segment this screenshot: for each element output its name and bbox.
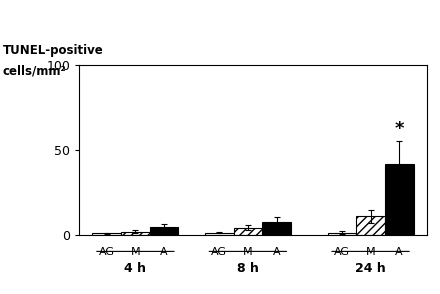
Text: AG: AG bbox=[211, 247, 227, 257]
Text: A: A bbox=[273, 247, 280, 257]
Text: 24 h: 24 h bbox=[355, 263, 386, 275]
Text: A: A bbox=[396, 247, 403, 257]
Bar bbox=[385, 163, 414, 235]
Text: TUNEL-positive: TUNEL-positive bbox=[3, 44, 103, 57]
Text: AG: AG bbox=[334, 247, 350, 257]
Text: M: M bbox=[366, 247, 375, 257]
Text: 4 h: 4 h bbox=[125, 263, 147, 275]
Bar bbox=[328, 233, 356, 235]
Text: A: A bbox=[160, 247, 168, 257]
Text: 8 h: 8 h bbox=[237, 263, 259, 275]
Bar bbox=[205, 233, 234, 235]
Bar bbox=[234, 228, 262, 235]
Bar bbox=[262, 222, 291, 235]
Bar bbox=[150, 227, 178, 235]
Bar bbox=[121, 232, 150, 235]
Bar bbox=[356, 216, 385, 235]
Text: *: * bbox=[394, 120, 404, 138]
Text: M: M bbox=[243, 247, 253, 257]
Text: cells/mm²: cells/mm² bbox=[3, 65, 66, 78]
Text: AG: AG bbox=[99, 247, 115, 257]
Text: M: M bbox=[131, 247, 140, 257]
Bar bbox=[92, 233, 121, 235]
